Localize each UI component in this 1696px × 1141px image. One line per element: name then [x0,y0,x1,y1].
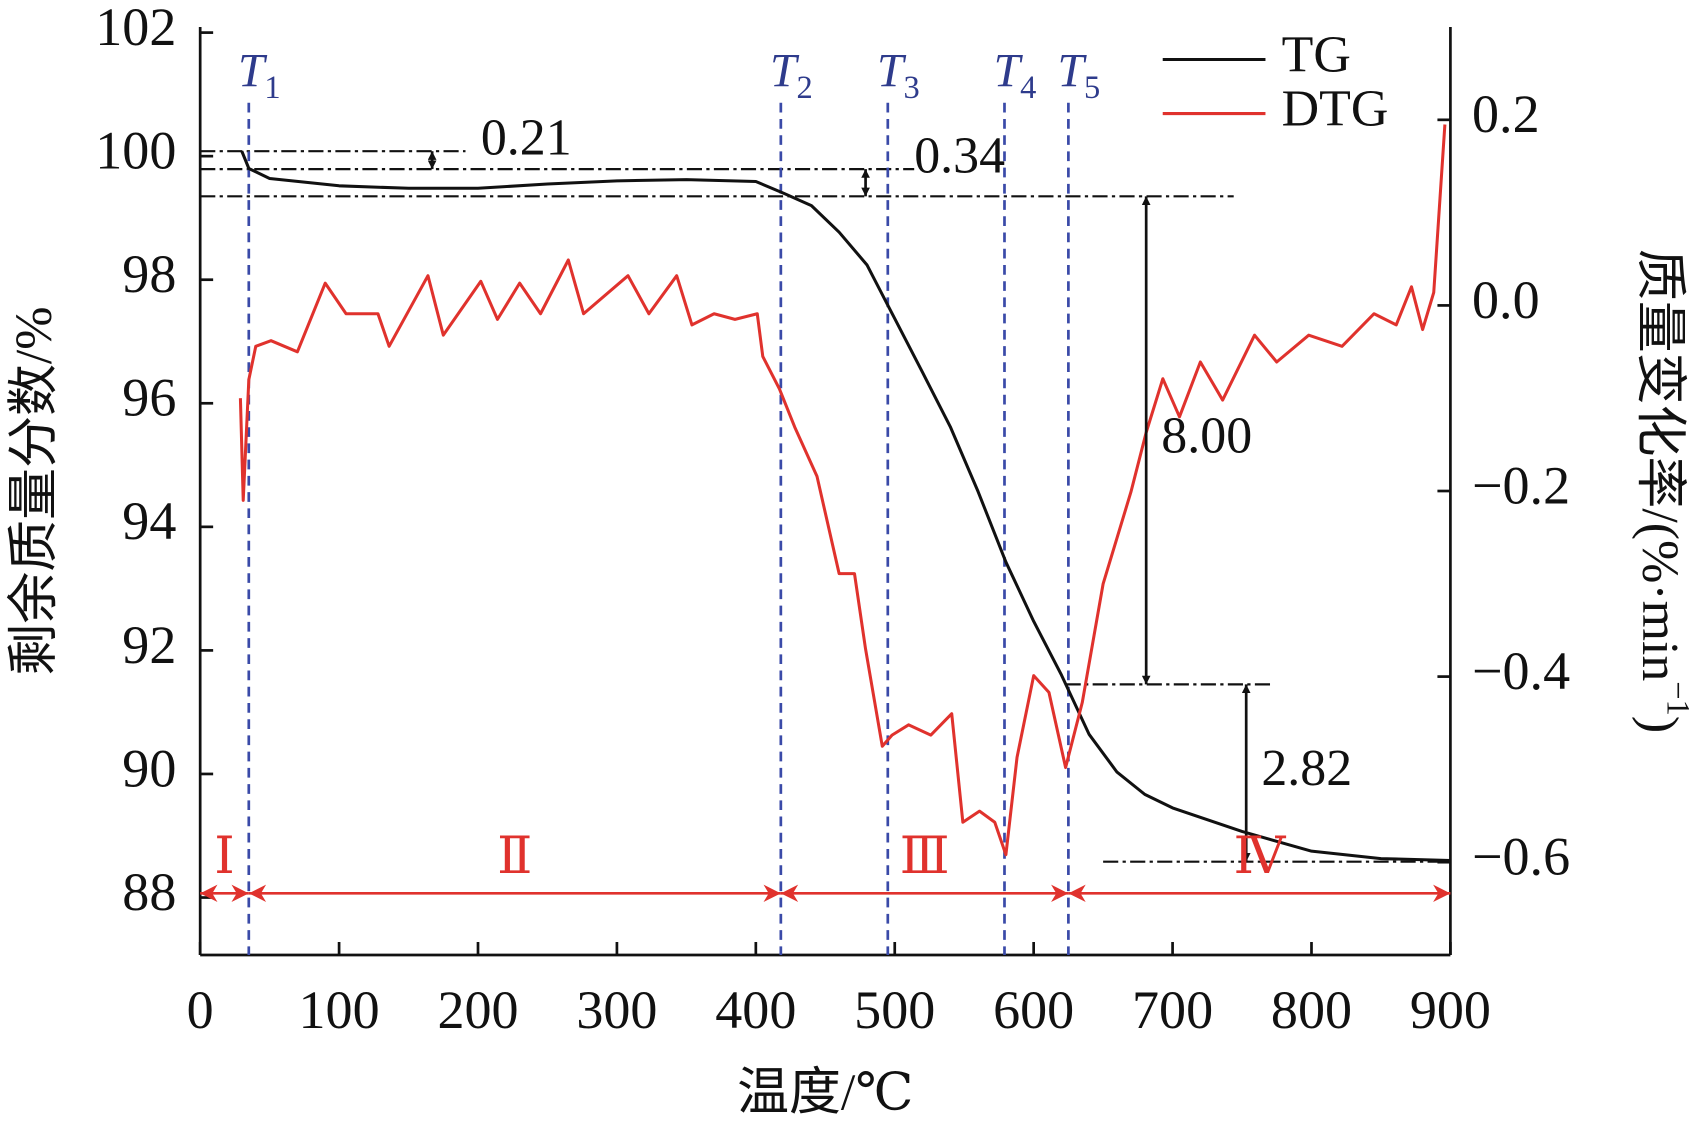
y-tick-label: 88 [122,862,176,922]
y-tick-label: 102 [95,0,176,57]
legend-label: DTG [1282,80,1389,137]
marker-label: T4 [994,46,1037,107]
annotation-label: 0.34 [914,127,1005,184]
marker-label-sub: 2 [796,70,812,106]
x-tick-label: 300 [576,980,657,1040]
annotation-label: 2.82 [1261,740,1352,797]
x-tick-label: 100 [299,980,380,1040]
y2-tick-label: −0.4 [1472,641,1570,701]
region-label: Ⅰ [214,828,235,885]
y2-tick-label: 0.2 [1472,84,1540,144]
x-tick-label: 200 [437,980,518,1040]
y-tick-label: 92 [122,615,176,675]
marker-label-sub: 1 [264,70,280,106]
x-tick-label: 900 [1410,980,1491,1040]
annotation-label: 0.21 [481,109,572,166]
y-tick-label: 100 [95,121,176,181]
marker-label-sub: 3 [903,70,919,106]
y-tick-label: 96 [122,368,176,428]
y2-title-end: ) [1631,716,1688,733]
y2-title-sup: −1 [1659,681,1695,716]
x-tick-label: 700 [1132,980,1213,1040]
y-axis-title: 剩余质量分数/% [6,306,63,675]
marker-label-main: T [1058,46,1088,98]
marker-label: T1 [238,46,281,107]
y-tick-label: 98 [122,244,176,304]
marker-label-sub: 5 [1084,70,1100,106]
x-tick-label: 800 [1271,980,1352,1040]
y-tick-label: 90 [122,738,176,798]
region-label: Ⅱ [497,828,532,885]
marker-label: T2 [770,46,813,107]
legend-label: TG [1282,26,1351,83]
series-line [240,150,1451,862]
marker-label-main: T [877,46,907,98]
region-label: Ⅳ [1233,828,1286,885]
marker-label-main: T [994,46,1024,98]
y2-axis-title: 质量变化率/(%·min−1) [1631,249,1695,733]
marker-label: T5 [1058,46,1101,107]
x-tick-label: 0 [187,980,214,1040]
x-tick-label: 500 [854,980,935,1040]
y2-tick-label: 0.0 [1472,270,1540,330]
marker-label-sub: 4 [1020,70,1036,106]
x-axis-title: 温度/℃ [737,1065,913,1122]
series-line [238,124,1447,857]
annotation-label: 8.00 [1161,407,1252,464]
y2-tick-label: −0.6 [1472,827,1570,887]
marker-label: T3 [877,46,920,107]
y2-tick-label: −0.2 [1472,455,1570,515]
y-tick-label: 94 [122,491,176,551]
x-tick-label: 600 [993,980,1074,1040]
y2-title-text: 质量变化率/(%·min [1631,249,1688,682]
x-tick-label: 400 [715,980,796,1040]
marker-label-main: T [238,46,268,98]
region-label: Ⅲ [900,828,950,885]
marker-label-main: T [770,46,800,98]
